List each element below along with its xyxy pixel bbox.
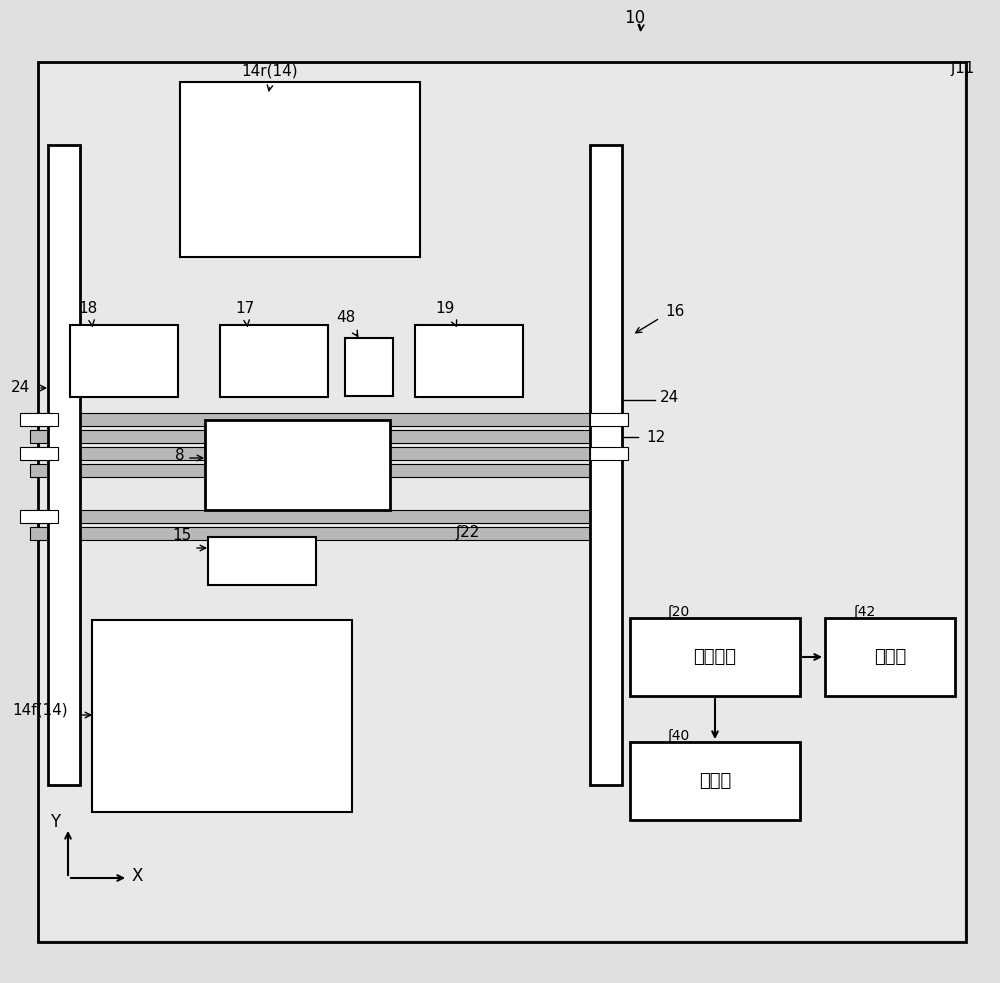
Text: 8: 8 xyxy=(175,447,185,462)
Text: 48: 48 xyxy=(336,310,356,325)
Bar xyxy=(590,447,628,460)
Bar xyxy=(38,62,966,942)
Bar xyxy=(825,618,955,696)
Bar xyxy=(30,447,620,460)
Text: ʃ20: ʃ20 xyxy=(667,605,689,619)
Bar xyxy=(630,742,800,820)
Text: 24: 24 xyxy=(660,390,679,406)
Text: 19: 19 xyxy=(435,301,455,316)
Bar xyxy=(30,464,620,477)
Bar xyxy=(20,510,58,523)
Bar xyxy=(630,618,800,696)
Text: 24: 24 xyxy=(11,380,30,395)
Bar xyxy=(20,447,58,460)
Bar xyxy=(415,325,523,397)
Bar xyxy=(30,413,620,426)
Text: ʃ42: ʃ42 xyxy=(853,605,875,619)
Text: X: X xyxy=(132,867,143,885)
Text: 10: 10 xyxy=(624,9,646,27)
Bar xyxy=(220,325,328,397)
Text: 17: 17 xyxy=(235,301,255,316)
Bar xyxy=(180,82,420,257)
Text: Y: Y xyxy=(50,813,60,831)
Bar xyxy=(30,527,620,540)
Text: 显示部: 显示部 xyxy=(874,648,906,666)
Text: 操作部: 操作部 xyxy=(699,772,731,790)
Text: 16: 16 xyxy=(665,305,684,319)
Text: 15: 15 xyxy=(173,528,192,543)
Text: ʃ22: ʃ22 xyxy=(455,525,479,540)
Text: 控制装置: 控制装置 xyxy=(694,648,736,666)
Text: 14r(14): 14r(14) xyxy=(242,63,298,78)
Text: 18: 18 xyxy=(78,301,98,316)
Bar xyxy=(205,420,390,510)
Text: 12: 12 xyxy=(646,430,665,444)
Bar xyxy=(590,413,628,426)
Text: ʃ40: ʃ40 xyxy=(667,729,689,743)
Bar xyxy=(208,537,316,585)
Bar xyxy=(48,145,80,785)
Bar xyxy=(30,510,620,523)
Bar xyxy=(20,413,58,426)
Bar xyxy=(345,338,393,396)
Bar xyxy=(92,620,352,812)
Text: ʃ11: ʃ11 xyxy=(950,61,974,76)
Text: 14f(14): 14f(14) xyxy=(12,703,68,718)
Bar xyxy=(590,145,622,785)
Bar xyxy=(70,325,178,397)
Bar xyxy=(40,64,964,940)
Bar xyxy=(30,430,620,443)
